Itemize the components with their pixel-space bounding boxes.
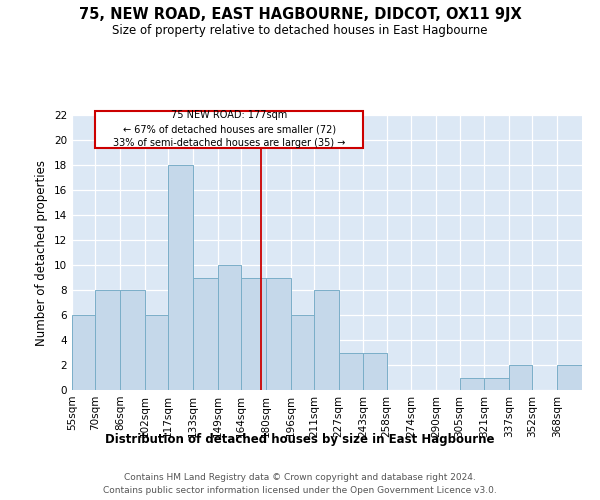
Bar bbox=[193, 278, 218, 390]
Bar bbox=[95, 112, 364, 148]
Text: Contains public sector information licensed under the Open Government Licence v3: Contains public sector information licen… bbox=[103, 486, 497, 495]
Bar bbox=[95, 290, 120, 390]
Text: Distribution of detached houses by size in East Hagbourne: Distribution of detached houses by size … bbox=[105, 432, 495, 446]
Bar bbox=[218, 265, 241, 390]
Bar bbox=[168, 165, 193, 390]
Bar bbox=[120, 290, 145, 390]
Bar bbox=[484, 378, 509, 390]
Text: Contains HM Land Registry data © Crown copyright and database right 2024.: Contains HM Land Registry data © Crown c… bbox=[124, 472, 476, 482]
Bar bbox=[364, 352, 386, 390]
Bar bbox=[509, 365, 532, 390]
Text: 75 NEW ROAD: 177sqm
← 67% of detached houses are smaller (72)
33% of semi-detach: 75 NEW ROAD: 177sqm ← 67% of detached ho… bbox=[113, 110, 346, 148]
Bar bbox=[290, 315, 314, 390]
Bar bbox=[266, 278, 290, 390]
Bar bbox=[145, 315, 168, 390]
Text: Size of property relative to detached houses in East Hagbourne: Size of property relative to detached ho… bbox=[112, 24, 488, 37]
Bar bbox=[338, 352, 364, 390]
Bar bbox=[314, 290, 338, 390]
Bar bbox=[72, 315, 95, 390]
Bar bbox=[557, 365, 582, 390]
Y-axis label: Number of detached properties: Number of detached properties bbox=[35, 160, 49, 346]
Bar bbox=[460, 378, 484, 390]
Bar bbox=[241, 278, 266, 390]
Text: 75, NEW ROAD, EAST HAGBOURNE, DIDCOT, OX11 9JX: 75, NEW ROAD, EAST HAGBOURNE, DIDCOT, OX… bbox=[79, 8, 521, 22]
